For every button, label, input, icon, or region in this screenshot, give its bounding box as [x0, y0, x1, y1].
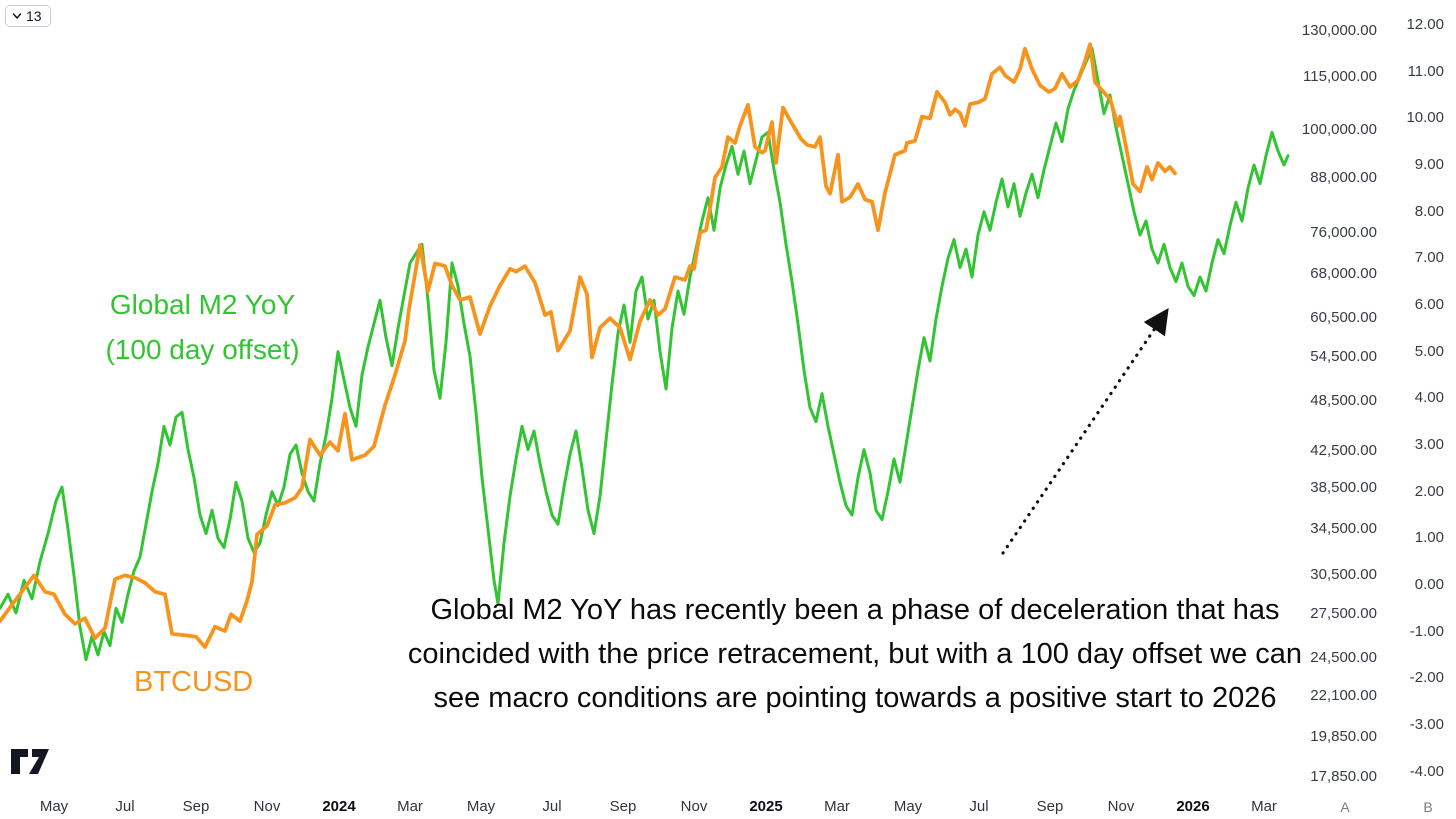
btc-series-line[interactable] — [0, 42, 1177, 649]
m2-series-label[interactable]: Global M2 YoY (100 day offset) — [55, 282, 350, 372]
percent-tick-label: 0.00 — [1414, 576, 1444, 593]
percent-tick-label: 9.00 — [1414, 156, 1444, 173]
time-axis[interactable]: May Jul Sep Nov 2024 Mar May Jul Sep Nov 2025 Mar Ma… — [0, 798, 1456, 818]
time-tick-label: Jul — [969, 798, 989, 815]
price-tick-label: 30,500.00 — [1310, 566, 1377, 583]
scale-b-button[interactable]: B — [1423, 799, 1433, 815]
percent-tick-label: 11.00 — [1407, 63, 1444, 80]
percent-scale[interactable]: 12.00 11.00 10.00 9.00 8.00 7.00 6.00 5.00 4.00 3… — [1384, 0, 1446, 792]
time-tick-label: 2024 — [322, 798, 356, 815]
price-tick-label: 17,850.00 — [1310, 768, 1377, 785]
percent-tick-label: 6.00 — [1414, 296, 1444, 313]
price-tick-label: 130,000.00 — [1301, 22, 1377, 39]
time-tick-label: Nov — [1107, 798, 1135, 815]
time-tick-label: Nov — [680, 798, 708, 815]
annotation-text[interactable]: Global M2 YoY has recently been a phase … — [407, 594, 1303, 714]
time-tick-label: 2026 — [1176, 798, 1210, 815]
trend-arrow[interactable] — [1001, 308, 1169, 555]
time-tick-label: Mar — [397, 798, 423, 815]
chevron-down-icon — [12, 13, 22, 19]
percent-tick-label: 2.00 — [1414, 483, 1444, 500]
time-tick-label: Sep — [182, 798, 210, 815]
price-tick-label: 38,500.00 — [1310, 479, 1377, 496]
time-tick-label: May — [893, 798, 923, 815]
time-tick-label: Sep — [609, 798, 637, 815]
price-tick-label: 27,500.00 — [1310, 605, 1377, 622]
price-tick-label: 48,500.00 — [1310, 392, 1377, 409]
price-tick-label: 115,000.00 — [1303, 68, 1377, 85]
indicator-count: 13 — [26, 8, 42, 24]
time-tick-label: 2025 — [749, 798, 783, 815]
tradingview-logo[interactable] — [10, 746, 50, 781]
percent-tick-label: -1.00 — [1409, 623, 1444, 640]
percent-tick-label: 7.00 — [1414, 249, 1444, 266]
price-tick-label: 68,000.00 — [1310, 265, 1377, 282]
price-tick-label: 42,500.00 — [1310, 442, 1377, 459]
price-tick-label: 19,850.00 — [1310, 728, 1377, 745]
m2-series-label-line2: (100 day offset) — [105, 334, 300, 365]
price-tick-label: 24,500.00 — [1310, 649, 1377, 666]
m2-series-label-line1: Global M2 YoY — [109, 289, 296, 320]
price-tick-label: 60,500.00 — [1310, 309, 1377, 326]
price-tick-label: 34,500.00 — [1310, 520, 1377, 537]
price-scale[interactable]: 130,000.00 115,000.00 100,000.00 88,000.00 7… — [1295, 0, 1379, 792]
time-tick-label: May — [39, 798, 69, 815]
percent-tick-label: 3.00 — [1414, 436, 1444, 453]
time-tick-label: Mar — [1251, 798, 1277, 815]
price-tick-label: 88,000.00 — [1310, 169, 1377, 186]
percent-tick-label: 4.00 — [1414, 389, 1444, 406]
btc-series-label[interactable]: BTCUSD — [134, 666, 254, 698]
price-tick-label: 22,100.00 — [1310, 687, 1377, 704]
price-tick-label: 76,000.00 — [1310, 224, 1377, 241]
price-tick-label: 100,000.00 — [1301, 121, 1377, 138]
time-tick-label: Mar — [824, 798, 850, 815]
percent-tick-label: -3.00 — [1409, 716, 1444, 733]
percent-tick-label: 10.00 — [1406, 109, 1444, 126]
time-tick-label: Jul — [115, 798, 135, 815]
indicator-collapse-badge[interactable]: 13 — [5, 5, 51, 27]
time-tick-label: May — [466, 798, 496, 815]
price-tick-label: 54,500.00 — [1310, 348, 1377, 365]
percent-tick-label: -4.00 — [1409, 763, 1444, 780]
scale-a-button[interactable]: A — [1340, 799, 1350, 815]
percent-tick-label: -2.00 — [1409, 669, 1444, 686]
time-tick-label: Sep — [1036, 798, 1064, 815]
time-tick-label: Jul — [542, 798, 562, 815]
percent-tick-label: 1.00 — [1414, 529, 1444, 546]
tradingview-logo-icon — [11, 749, 49, 774]
percent-tick-label: 12.00 — [1406, 16, 1444, 33]
time-tick-label: Nov — [253, 798, 281, 815]
percent-tick-label: 8.00 — [1414, 203, 1444, 220]
percent-tick-label: 5.00 — [1414, 343, 1444, 360]
